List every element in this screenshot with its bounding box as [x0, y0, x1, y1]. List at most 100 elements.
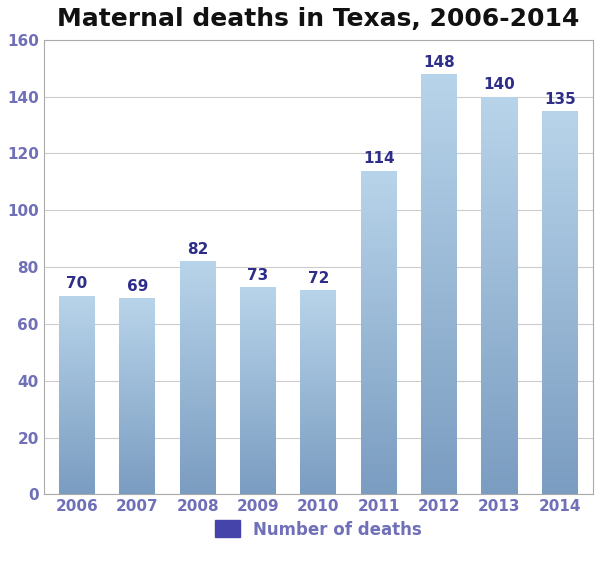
- Bar: [300, 388, 337, 390]
- Bar: [240, 362, 276, 364]
- Bar: [300, 306, 337, 308]
- Bar: [119, 487, 155, 488]
- Bar: [542, 410, 578, 414]
- Bar: [179, 331, 216, 333]
- Bar: [361, 355, 397, 359]
- Bar: [179, 364, 216, 366]
- Bar: [542, 406, 578, 410]
- Bar: [361, 316, 397, 319]
- Bar: [240, 426, 276, 428]
- Bar: [542, 188, 578, 191]
- Bar: [119, 402, 155, 404]
- Bar: [481, 136, 518, 140]
- Bar: [300, 296, 337, 298]
- Bar: [361, 200, 397, 203]
- Bar: [179, 448, 216, 450]
- Bar: [59, 367, 95, 369]
- Bar: [421, 360, 457, 364]
- Bar: [119, 394, 155, 396]
- Bar: [481, 144, 518, 149]
- Bar: [481, 363, 518, 367]
- Bar: [59, 353, 95, 355]
- Bar: [300, 330, 337, 333]
- Bar: [240, 389, 276, 391]
- Bar: [240, 461, 276, 463]
- Bar: [300, 367, 337, 370]
- Bar: [240, 475, 276, 478]
- Text: 140: 140: [484, 77, 515, 92]
- Bar: [300, 402, 337, 404]
- Bar: [59, 298, 95, 299]
- Bar: [240, 368, 276, 370]
- Bar: [300, 353, 337, 355]
- Bar: [119, 451, 155, 453]
- Bar: [240, 432, 276, 434]
- Bar: [542, 475, 578, 479]
- Bar: [421, 234, 457, 238]
- Bar: [361, 268, 397, 271]
- Bar: [421, 78, 457, 82]
- Bar: [361, 443, 397, 446]
- Bar: [300, 290, 337, 292]
- Bar: [179, 311, 216, 313]
- Bar: [542, 180, 578, 184]
- Bar: [481, 438, 518, 443]
- Bar: [59, 484, 95, 487]
- Bar: [240, 403, 276, 405]
- Bar: [119, 477, 155, 479]
- Bar: [300, 476, 337, 478]
- Bar: [300, 292, 337, 294]
- Bar: [179, 462, 216, 464]
- Bar: [59, 329, 95, 331]
- Bar: [59, 302, 95, 303]
- Bar: [542, 349, 578, 353]
- Bar: [481, 367, 518, 371]
- Bar: [240, 463, 276, 465]
- Bar: [179, 278, 216, 280]
- Bar: [361, 284, 397, 287]
- Bar: [179, 373, 216, 376]
- Bar: [240, 357, 276, 360]
- Bar: [300, 337, 337, 339]
- Bar: [421, 230, 457, 234]
- Bar: [179, 271, 216, 273]
- Bar: [361, 391, 397, 394]
- Bar: [300, 443, 337, 446]
- Bar: [542, 314, 578, 318]
- Bar: [179, 476, 216, 478]
- Bar: [59, 411, 95, 413]
- Bar: [361, 468, 397, 472]
- Bar: [421, 465, 457, 469]
- Bar: [300, 414, 337, 417]
- Bar: [421, 225, 457, 230]
- Bar: [481, 153, 518, 156]
- Bar: [300, 315, 337, 316]
- Bar: [300, 327, 337, 329]
- Bar: [119, 428, 155, 430]
- Bar: [240, 443, 276, 444]
- Bar: [421, 251, 457, 255]
- Bar: [179, 350, 216, 352]
- Bar: [300, 398, 337, 400]
- Bar: [421, 167, 457, 171]
- Bar: [542, 153, 578, 157]
- Bar: [59, 473, 95, 474]
- Bar: [481, 109, 518, 113]
- Bar: [421, 335, 457, 339]
- Bar: [542, 487, 578, 491]
- Bar: [361, 248, 397, 251]
- Bar: [300, 335, 337, 337]
- Bar: [59, 423, 95, 425]
- Bar: [119, 463, 155, 465]
- Bar: [179, 436, 216, 438]
- Bar: [59, 458, 95, 461]
- Bar: [361, 313, 397, 316]
- Bar: [179, 480, 216, 483]
- Bar: [240, 325, 276, 326]
- Bar: [421, 91, 457, 95]
- Bar: [421, 133, 457, 137]
- Bar: [421, 288, 457, 292]
- Bar: [421, 158, 457, 162]
- Bar: [59, 403, 95, 405]
- Bar: [59, 385, 95, 387]
